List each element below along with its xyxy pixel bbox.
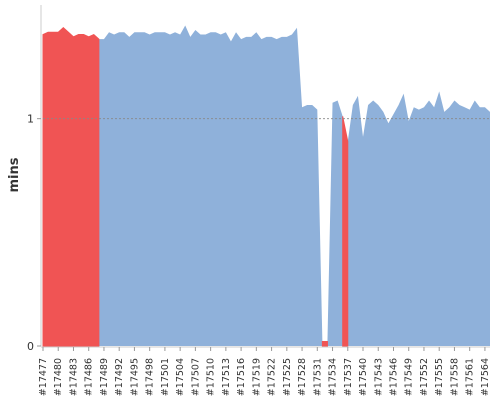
x-tick-label: #17501	[160, 358, 171, 396]
x-tick-label: #17492	[114, 358, 125, 396]
x-tick-label: #17507	[190, 358, 201, 396]
x-tick-label: #17489	[99, 358, 110, 396]
x-tick-label: #17561	[465, 358, 476, 396]
x-tick-label: #17564	[480, 358, 491, 396]
x-tick-label: #17540	[358, 358, 369, 396]
x-tick-label: #17486	[84, 358, 95, 396]
axis-layer: 0 1 #17477 #17480 #17483 #17486 #17489 #17492 #1…	[27, 5, 491, 396]
x-tick-label: #17546	[388, 358, 399, 396]
regressed-area	[321, 340, 328, 347]
x-tick-label: #17525	[282, 358, 293, 396]
x-tick-label: #17543	[373, 358, 384, 396]
x-tick-label: #17498	[145, 358, 156, 396]
normal-area	[43, 25, 490, 347]
x-tick-label: #17552	[419, 358, 430, 396]
y-axis-label: mins	[7, 157, 22, 192]
x-tick-label: #17483	[68, 358, 79, 396]
x-tick-label: #17513	[221, 358, 232, 396]
y-tick-label: 0	[27, 340, 34, 353]
x-tick-label: #17528	[297, 358, 308, 396]
x-tick-label: #17537	[343, 358, 354, 396]
regressed-area	[42, 27, 100, 347]
x-tick-label: #17522	[267, 358, 278, 396]
x-tick-label: #17510	[206, 358, 217, 396]
x-tick-label: #17531	[312, 358, 323, 396]
regressed-area	[342, 116, 349, 347]
x-tick-label: #17555	[434, 358, 445, 396]
x-tick-label: #17558	[449, 358, 460, 396]
x-tick-label: #17504	[175, 358, 186, 396]
x-tick-label: #17477	[38, 358, 49, 396]
y-tick-label: 1	[27, 113, 34, 126]
area-series-layer	[42, 25, 490, 347]
x-tick-label: #17516	[236, 358, 247, 396]
x-tick-label: #17519	[251, 358, 262, 396]
x-tick-label: #17534	[328, 358, 339, 396]
x-tick-label: #17480	[53, 358, 64, 396]
x-tick-label: #17549	[404, 358, 415, 396]
x-tick-label: #17495	[129, 358, 140, 396]
